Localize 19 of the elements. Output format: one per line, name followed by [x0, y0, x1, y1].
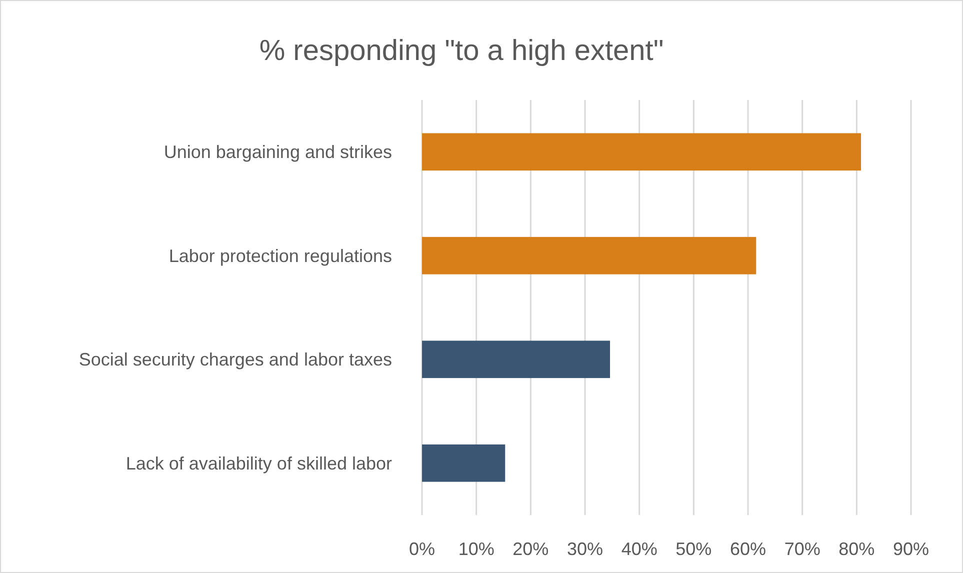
- x-tick-label: 20%: [512, 539, 549, 559]
- y-tick-label: Union bargaining and strikes: [164, 142, 392, 162]
- bar: [422, 236, 756, 274]
- x-tick-label: 60%: [730, 539, 766, 559]
- y-tick-label: Lack of availability of skilled labor: [126, 453, 392, 474]
- y-tick-label: Labor protection regulations: [168, 246, 392, 266]
- x-tick-label: 50%: [676, 539, 712, 559]
- chart-title: % responding "to a high extent": [259, 35, 664, 67]
- x-tick-label: 0%: [408, 539, 436, 559]
- x-tick-label: 40%: [621, 539, 658, 559]
- bar: [422, 444, 506, 482]
- x-tick-label: 30%: [566, 539, 604, 559]
- bar: [422, 340, 610, 378]
- x-tick-label: 10%: [458, 539, 494, 559]
- bar: [422, 133, 862, 171]
- x-tick-label: 70%: [784, 539, 820, 559]
- y-tick-label: Social security charges and labor taxes: [78, 350, 392, 370]
- x-tick-label: 80%: [838, 539, 875, 559]
- x-tick-label: 90%: [892, 539, 930, 559]
